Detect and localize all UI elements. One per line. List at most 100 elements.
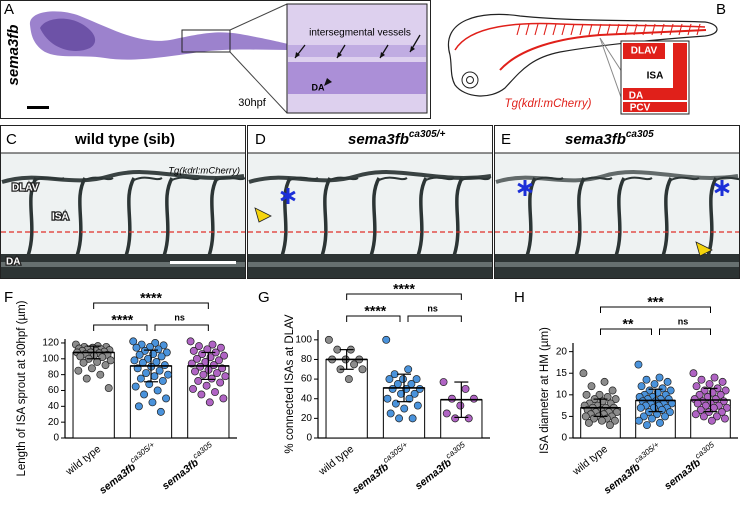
- data-point: [162, 348, 171, 357]
- data-point: [153, 386, 162, 395]
- significance-bracket: [600, 306, 711, 313]
- vessel-label: DLAV: [12, 183, 39, 194]
- significance-label: ns: [427, 303, 438, 313]
- data-point: [412, 375, 421, 384]
- schematic-isa: [525, 23, 530, 36]
- y-tick-label: 60: [301, 374, 313, 385]
- category-text: sema3fb: [350, 460, 391, 496]
- vessel-label: ISA: [52, 212, 69, 223]
- data-point: [716, 390, 725, 399]
- data-point: [197, 390, 206, 399]
- y-tick-label: 100: [295, 334, 312, 345]
- data-point: [93, 358, 102, 366]
- isa-branch: [534, 176, 564, 181]
- data-point: [216, 378, 225, 387]
- x-tick-label: sema3fbca305/+: [95, 440, 161, 496]
- data-point: [131, 382, 140, 391]
- transgene-label: Tg(kdrl:mCherry): [505, 98, 592, 110]
- y-tick-label: 0: [561, 433, 567, 444]
- data-point: [193, 354, 201, 363]
- scale-bar: [170, 261, 236, 264]
- data-point: [208, 340, 217, 349]
- data-point: [220, 351, 229, 360]
- data-point: [697, 375, 706, 384]
- y-tick-label: 120: [42, 338, 59, 349]
- data-point: [205, 398, 214, 407]
- data-point: [656, 418, 664, 427]
- data-point: [691, 410, 700, 419]
- zoom-line: [599, 37, 623, 73]
- data-point: [710, 373, 719, 382]
- significance-label: ***: [647, 294, 664, 310]
- data-point: [707, 416, 716, 425]
- isa-branch: [715, 176, 740, 181]
- data-point: [600, 377, 609, 386]
- data-point: [448, 394, 456, 403]
- data-point: [582, 390, 591, 399]
- schematic-isa: [678, 23, 683, 36]
- data-point: [144, 354, 152, 363]
- panel-title: sema3fbca305/+: [348, 129, 445, 148]
- schematic-isa: [633, 23, 638, 36]
- dlav: [495, 170, 739, 184]
- isa-branch: [583, 176, 613, 181]
- data-point: [721, 386, 730, 395]
- schematic-eye: [466, 76, 474, 84]
- category-text: sema3fb: [97, 460, 138, 496]
- data-point: [689, 369, 698, 378]
- panel-letter: C: [6, 131, 17, 148]
- data-point: [639, 412, 648, 421]
- data-point: [207, 374, 216, 383]
- schematic-embryo: [447, 13, 718, 97]
- embryo-shade: [40, 18, 96, 51]
- arrow-head: [410, 46, 415, 52]
- schematic-isa: [615, 23, 620, 36]
- data-point: [666, 386, 675, 395]
- schematic-isa: [588, 23, 593, 36]
- arrowhead: [695, 241, 713, 257]
- data-point: [652, 410, 661, 419]
- y-tick-label: 40: [301, 393, 313, 404]
- schematic-label: PCV: [630, 103, 651, 114]
- data-point: [383, 394, 392, 403]
- y-tick-label: 20: [556, 346, 568, 357]
- data-point: [82, 374, 91, 383]
- zoom-line: [229, 51, 288, 114]
- y-axis-label: Length of ISA sprout at 30hpf (µm): [16, 300, 28, 476]
- title-sup: ca305/+: [409, 129, 446, 140]
- data-point: [386, 409, 395, 418]
- schematic-isa: [669, 23, 674, 36]
- data-point: [399, 375, 407, 384]
- y-tick-label: 0: [306, 433, 312, 444]
- inset-band: [288, 45, 426, 57]
- isa: [574, 177, 586, 257]
- data-point: [189, 384, 197, 393]
- data-point: [214, 356, 223, 365]
- data-point: [221, 372, 230, 381]
- panel-letter: D: [255, 131, 266, 148]
- schematic-da: [623, 88, 687, 100]
- data-point: [634, 416, 643, 425]
- data-point: [350, 360, 359, 369]
- title-sup: ca305: [626, 129, 654, 140]
- data-point: [579, 369, 588, 378]
- data-point: [136, 374, 145, 383]
- zoom-line: [229, 3, 288, 31]
- isa: [207, 177, 219, 257]
- schematic-isa: [543, 23, 548, 36]
- isa: [75, 177, 87, 257]
- stage-label: 30hpf: [238, 97, 266, 109]
- data-point: [663, 377, 672, 386]
- data-point: [605, 421, 614, 429]
- data-point: [400, 404, 409, 413]
- inset: [286, 3, 428, 114]
- inset-band: [288, 62, 426, 94]
- category-text: sema3fb: [413, 456, 454, 492]
- isa: [416, 177, 428, 257]
- data-point: [413, 401, 422, 410]
- category-text: sema3fb: [160, 456, 201, 492]
- data-point: [415, 384, 424, 393]
- isa: [661, 177, 673, 257]
- data-point: [164, 370, 172, 379]
